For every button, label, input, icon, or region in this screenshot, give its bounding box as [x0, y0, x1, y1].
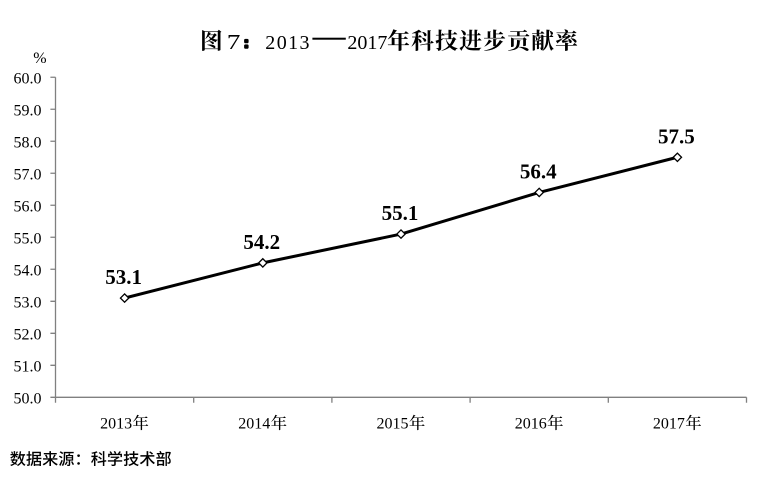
svg-text:60.0: 60.0 [14, 70, 42, 87]
svg-text:59.0: 59.0 [14, 102, 42, 119]
svg-text:2013: 2013 [100, 416, 132, 433]
svg-text:53.1: 53.1 [105, 265, 142, 289]
svg-text:2016: 2016 [515, 416, 547, 433]
svg-text:2015: 2015 [377, 416, 409, 433]
svg-text:53.0: 53.0 [14, 294, 42, 311]
svg-text:7: 7 [227, 31, 241, 54]
svg-text:58.0: 58.0 [14, 134, 42, 151]
svg-text:57.0: 57.0 [14, 166, 42, 183]
svg-text:%: % [33, 50, 46, 67]
svg-text:54.0: 54.0 [14, 262, 42, 279]
svg-text:56.4: 56.4 [520, 159, 557, 183]
svg-text:57.5: 57.5 [658, 124, 695, 148]
svg-text:2014: 2014 [238, 416, 270, 433]
svg-text:54.2: 54.2 [243, 230, 280, 254]
svg-text:52.0: 52.0 [14, 326, 42, 343]
svg-text:2017: 2017 [347, 32, 387, 54]
svg-text:2017: 2017 [653, 416, 685, 433]
svg-text:51.0: 51.0 [14, 358, 42, 375]
svg-text:55.0: 55.0 [14, 230, 42, 247]
svg-text:56.0: 56.0 [14, 198, 42, 215]
svg-text:50.0: 50.0 [14, 390, 42, 407]
svg-text:55.1: 55.1 [382, 201, 419, 225]
svg-text:2013: 2013 [265, 32, 311, 54]
